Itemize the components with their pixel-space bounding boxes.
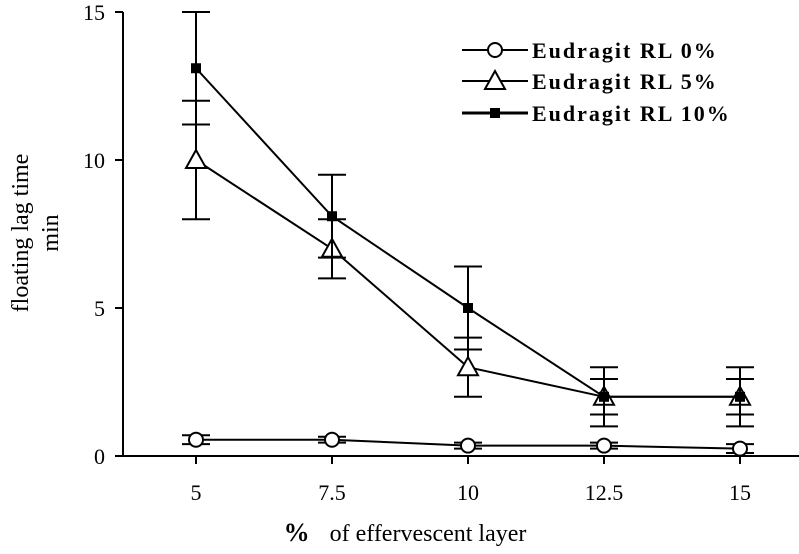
series-square <box>182 11 754 428</box>
legend-label: Eudragit RL 5% <box>532 69 718 94</box>
legend-label: Eudragit RL 10% <box>532 101 731 126</box>
x-tick-label: 5 <box>191 480 202 505</box>
data-point <box>735 391 745 402</box>
data-point <box>327 211 337 222</box>
data-point <box>596 437 612 454</box>
x-tick-label: 15 <box>729 480 751 505</box>
legend: Eudragit RL 0% Eudragit RL 5% Eudragit RL … <box>462 38 731 126</box>
data-point <box>184 147 208 169</box>
data-point <box>324 431 340 448</box>
data-point <box>456 355 480 377</box>
data-point <box>191 63 201 74</box>
y-axis-title-line1: floating lag time <box>8 154 34 313</box>
data-point <box>599 391 609 402</box>
y-axis-title: floating lag time min <box>8 154 64 313</box>
legend-item: Eudragit RL 5% <box>462 68 718 94</box>
x-axis-title: % of effervescent layer <box>284 518 527 547</box>
legend-label: Eudragit RL 0% <box>532 38 718 63</box>
y-ticks: 0 5 10 15 <box>83 0 123 469</box>
legend-marker <box>490 108 500 118</box>
legend-marker <box>483 68 507 90</box>
y-tick-label: 10 <box>83 148 105 173</box>
data-point <box>732 440 748 457</box>
legend-marker <box>487 42 503 58</box>
axes <box>122 12 799 457</box>
x-ticks: 5 7.5 10 12.5 15 <box>191 456 751 505</box>
data-point <box>188 431 204 448</box>
x-axis-title-prefix: % <box>284 518 310 547</box>
series-layer <box>182 11 754 457</box>
data-point <box>463 303 473 313</box>
y-tick-label: 5 <box>94 296 105 321</box>
y-tick-label: 15 <box>83 0 105 25</box>
y-tick-label: 0 <box>94 444 105 469</box>
x-tick-label: 12.5 <box>585 480 624 505</box>
x-axis-title-text: of effervescent layer <box>330 521 527 547</box>
series-circle <box>182 431 754 457</box>
legend-item: Eudragit RL 10% <box>462 101 731 126</box>
legend-item: Eudragit RL 0% <box>462 38 718 63</box>
data-point <box>460 437 476 454</box>
x-tick-label: 10 <box>457 480 479 505</box>
x-tick-label: 7.5 <box>318 480 346 505</box>
y-axis-title-line2: min <box>38 214 64 251</box>
series-triangle <box>182 99 754 416</box>
